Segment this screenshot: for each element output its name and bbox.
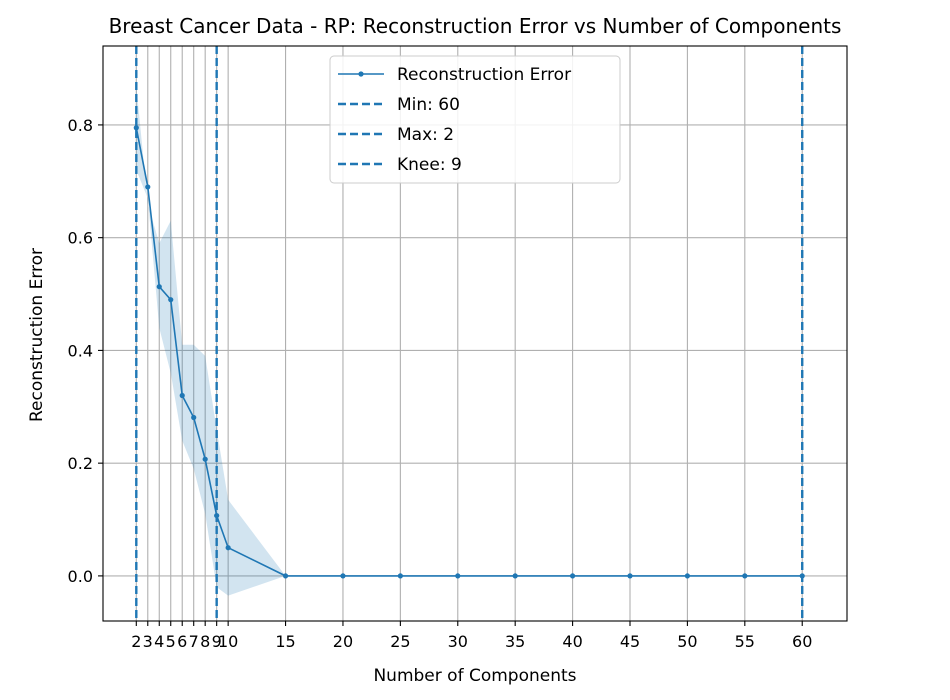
x-tick-label: 50 [677,632,697,651]
x-tick-label: 30 [448,632,468,651]
x-tick-label: 5 [166,632,176,651]
x-tick-label: 10 [218,632,238,651]
x-tick-label: 55 [735,632,755,651]
x-ticks: 2 3 4 5 6 7 8 910 15 20 25 30 35 40 45 50 55 60 [131,621,812,651]
data-point [179,392,185,399]
data-point [145,184,151,190]
x-tick-label: 15 [275,632,295,651]
data-point [156,284,162,290]
data-point [512,573,518,579]
data-point [569,573,576,579]
x-axis-label: Number of Components [373,666,576,686]
data-point [282,573,289,579]
x-tick-label: 9 [212,632,222,651]
data-point [168,297,174,303]
y-tick-label: 0.4 [68,341,93,360]
data-point [133,125,139,131]
legend-box [329,55,621,184]
series-line [135,127,803,577]
x-tick-label: 20 [333,632,353,651]
y-axis-label: Reconstruction Error [27,248,47,422]
x-tick-label: 8 [200,632,210,651]
x-tick-label: 25 [390,632,410,651]
y-tick-label: 0.8 [68,116,93,135]
data-point [225,545,231,551]
plot-frame [102,45,848,622]
y-ticks: 0.0 0.2 0.4 0.6 0.8 [68,116,103,586]
y-tick-label: 0.6 [68,229,93,248]
data-point [202,456,208,462]
x-tick-label: 45 [620,632,640,651]
legend-marker-series [358,71,364,77]
legend-label-max: Max: 2 [397,125,454,145]
data-point [455,573,461,579]
data-point [684,573,691,579]
legend-label-min: Min: 60 [397,95,460,115]
data-point [799,573,805,579]
data-point [191,414,197,421]
x-tick-label: 6 [177,632,187,651]
data-point [627,573,633,579]
data-point [340,573,346,579]
x-tick-label: 2 [131,632,141,651]
x-tick-label: 3 [143,632,153,651]
x-tick-label: 35 [505,632,525,651]
x-tick-label: 4 [154,632,164,651]
series-layer [133,125,805,579]
x-tick-label: 40 [562,632,582,651]
legend-label-series: Reconstruction Error [397,65,571,85]
data-point [214,512,220,519]
data-point [397,573,403,579]
x-tick-label: 7 [189,632,199,651]
x-tick-label: 60 [792,632,812,651]
legend: Reconstruction Error Min: 60 Max: 2 Knee… [329,55,621,184]
data-point [742,573,748,579]
y-tick-label: 0.0 [68,567,93,586]
legend-label-knee: Knee: 9 [397,155,462,175]
y-tick-label: 0.2 [68,454,93,473]
chart-title: Breast Cancer Data - RP: Reconstruction … [109,14,842,38]
